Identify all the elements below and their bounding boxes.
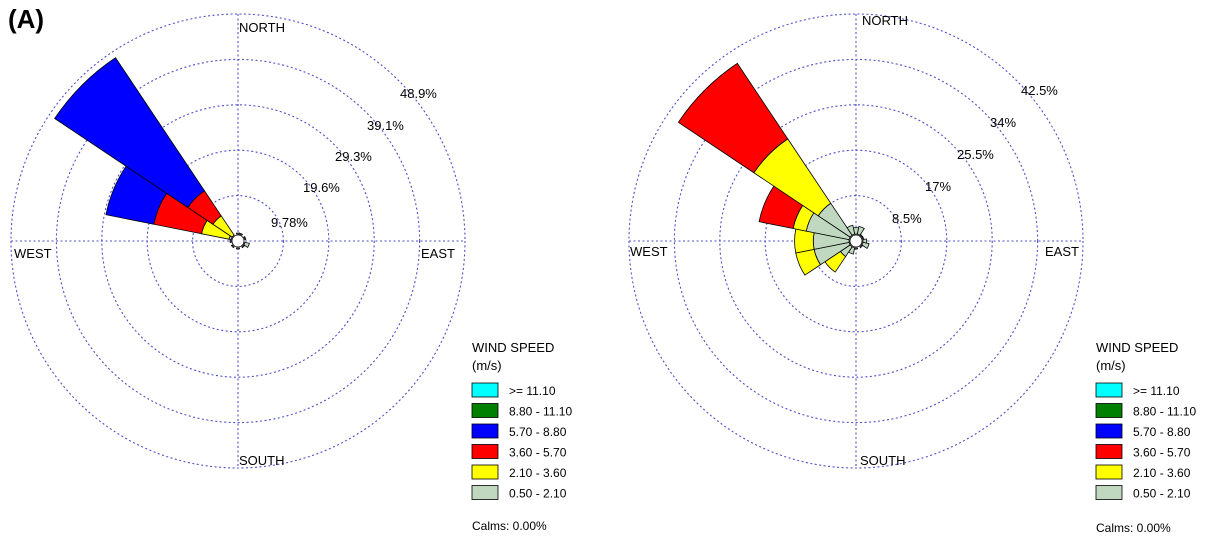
- legend-item-label: 8.80 - 11.10: [1133, 405, 1196, 419]
- legend-item-label: 0.50 - 2.10: [509, 487, 567, 501]
- legend-swatch: [471, 382, 499, 398]
- legend-item-label: 8.80 - 11.10: [509, 405, 572, 419]
- wedge-nnw-bin-1: [846, 224, 856, 236]
- wedge-s-bin-1: [235, 247, 241, 250]
- legend-title: WIND SPEED: [472, 340, 554, 355]
- direction-label-north: NORTH: [862, 13, 908, 28]
- legend-swatch: [471, 444, 499, 459]
- legend-item-label: 3.60 - 5.70: [1133, 446, 1191, 460]
- direction-label-west: WEST: [14, 246, 52, 261]
- legend: WIND SPEED (m/s) >= 11.10 8.80 - 11.10 5.70 …: [1095, 340, 1196, 535]
- legend-swatch: [1095, 423, 1123, 439]
- windrose-1: NORTH SOUTH EAST WEST 9.78% 19.6% 29.3% 39.1% 48…: [10, 13, 572, 533]
- wedge-nne-bin-1: [238, 232, 243, 236]
- ring-label: 39.1%: [367, 118, 404, 133]
- wedge-ene-bin-1: [243, 236, 247, 241]
- ring-label: 29.3%: [335, 149, 372, 164]
- wedge-ese-bin-1: [243, 241, 250, 249]
- ring-label: 17%: [925, 179, 951, 194]
- legend-item-label: >= 11.10: [509, 384, 556, 398]
- ring-label: 9.78%: [271, 215, 308, 230]
- legend-title: WIND SPEED: [1096, 340, 1178, 355]
- legend-unit: (m/s): [472, 358, 502, 373]
- wedges: [54, 57, 250, 250]
- calm-circle: [849, 234, 863, 248]
- direction-label-south: SOUTH: [239, 453, 285, 468]
- legend-swatch: [1095, 444, 1123, 459]
- calm-circle: [231, 234, 245, 248]
- wedge-se-bin-1: [859, 244, 864, 249]
- ring-label: 48.9%: [400, 86, 437, 101]
- legend-item-label: 3.60 - 5.70: [509, 446, 567, 460]
- windrose-2: NORTH SOUTH EAST WEST 8.5% 17% 25.5% 34% 42.5% WI…: [628, 13, 1196, 535]
- calms-label: Calms: 0.00%: [1096, 521, 1171, 535]
- ring-label: 42.5%: [1021, 83, 1058, 98]
- ring-label: 19.6%: [303, 180, 340, 195]
- ring-label: 25.5%: [957, 147, 994, 162]
- legend-item-label: 2.10 - 3.60: [509, 466, 567, 480]
- wedge-se-bin-1: [241, 244, 246, 249]
- wedge-nw-bin-3: [677, 62, 789, 174]
- legend-swatch: [1095, 382, 1123, 398]
- legend-unit: (m/s): [1096, 358, 1126, 373]
- wedge-w-bin-2: [794, 228, 815, 254]
- legend-swatch: [471, 423, 499, 439]
- legend-item-label: 0.50 - 2.10: [1133, 487, 1191, 501]
- wedge-nw-bin-4: [54, 57, 206, 209]
- direction-label-north: NORTH: [239, 20, 285, 35]
- legend-item-label: 5.70 - 8.80: [1133, 425, 1191, 439]
- legend-item-label: >= 11.10: [1133, 384, 1180, 398]
- direction-label-south: SOUTH: [860, 453, 906, 468]
- legend-swatch: [1095, 485, 1123, 500]
- wedges: [677, 62, 870, 276]
- ring-label: 8.5%: [892, 211, 922, 226]
- legend-item-label: 2.10 - 3.60: [1133, 466, 1191, 480]
- ring-label: 34%: [990, 115, 1016, 130]
- direction-label-west: WEST: [630, 244, 668, 259]
- legend-swatch: [471, 464, 499, 480]
- direction-label-east: EAST: [1045, 244, 1079, 259]
- grid-ring: [810, 195, 902, 287]
- legend: WIND SPEED (m/s) >= 11.10 8.80 - 11.10 5.70 …: [471, 340, 572, 533]
- direction-label-east: EAST: [421, 246, 455, 261]
- wedge-ese-bin-1: [861, 241, 870, 249]
- legend-swatch: [471, 485, 499, 500]
- calms-label: Calms: 0.00%: [472, 519, 547, 533]
- legend-swatch: [1095, 403, 1123, 418]
- legend-item-label: 5.70 - 8.80: [509, 425, 567, 439]
- grid-ring: [192, 195, 284, 287]
- legend-swatch: [1095, 464, 1123, 480]
- wedge-sw-bin-1: [230, 244, 235, 249]
- wedge-nne-bin-1: [856, 225, 865, 236]
- panel-label: (A): [8, 4, 45, 34]
- legend-swatch: [471, 403, 499, 418]
